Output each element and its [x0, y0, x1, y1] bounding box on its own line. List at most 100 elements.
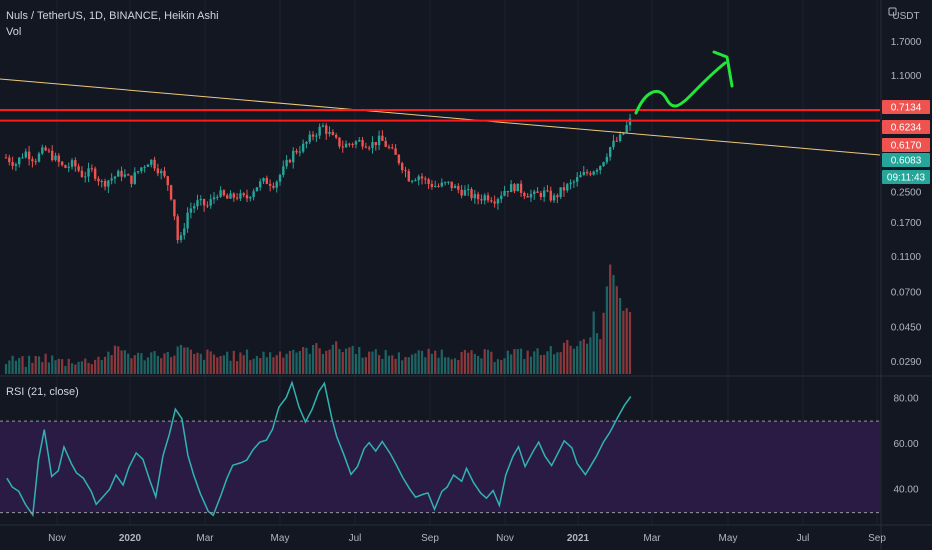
volume-bar [318, 348, 321, 374]
volume-bar [361, 357, 364, 374]
price-axis-tick-0: 1.7000 [891, 37, 922, 48]
candle [126, 174, 130, 176]
volume-bar [510, 354, 513, 374]
candle [249, 197, 252, 199]
candle [14, 164, 18, 166]
candle [358, 140, 361, 142]
candle [295, 150, 298, 153]
candle [77, 166, 80, 171]
candle [186, 212, 189, 229]
candle [457, 185, 460, 190]
price-scale[interactable] [881, 0, 932, 550]
time-axis-tick-11: Sep [868, 533, 886, 544]
price-tag-1: 0.6234 [891, 123, 922, 134]
volume-bar [14, 360, 18, 374]
time-axis-tick-5: Sep [421, 533, 439, 544]
candle [216, 196, 219, 198]
volume-bar [599, 339, 602, 374]
candle [476, 194, 480, 200]
volume-bar [368, 351, 371, 374]
volume-bar [183, 347, 186, 374]
candle [384, 140, 387, 147]
volume-bar [54, 360, 57, 374]
candle [41, 147, 44, 154]
volume-bar [166, 351, 169, 374]
volume-bar [582, 339, 585, 374]
volume-bar [41, 362, 44, 374]
volume-bar [354, 353, 358, 374]
candle [245, 195, 249, 199]
candle [434, 185, 437, 187]
candle [559, 187, 562, 198]
volume-bar [107, 351, 110, 374]
currency-label[interactable]: USDT [892, 11, 919, 22]
time-axis-tick-4: Jul [349, 533, 362, 544]
volume-bar [120, 350, 123, 374]
candle [199, 199, 202, 201]
candle [31, 159, 34, 162]
candle [163, 170, 166, 177]
candle [265, 178, 269, 184]
candle [325, 125, 328, 134]
price-tag-bg-3 [882, 153, 930, 167]
volume-bar [569, 345, 572, 374]
time-axis-tick-7: 2021 [567, 533, 590, 544]
candle [625, 125, 628, 133]
volume-bar [321, 353, 325, 374]
price-tag-bg-2 [882, 138, 930, 152]
volume-bar [622, 310, 625, 374]
volume-bar [625, 308, 628, 374]
candle [113, 176, 117, 179]
volume-bar [236, 361, 239, 374]
volume-bar [199, 353, 202, 374]
volume-bar [282, 357, 285, 374]
rsi-axis-tick-2: 40.00 [893, 485, 918, 496]
volume-bar [341, 352, 344, 374]
volume-bar [209, 351, 212, 374]
time-axis[interactable]: Nov 2020 Mar May Jul Sep Nov 2021 Mar May Jul Sep [48, 533, 886, 544]
candle [334, 134, 338, 138]
volume-bar [51, 355, 54, 374]
resistance-levels [0, 109, 880, 122]
volume-bar [434, 350, 437, 374]
price-tag-3: 0.6083 [891, 156, 922, 167]
candle [622, 132, 625, 135]
candle [136, 171, 140, 173]
candle [424, 178, 427, 180]
candle [371, 142, 374, 148]
settings-icon[interactable] [888, 7, 897, 16]
volume-bar [506, 350, 509, 374]
volume-bar [335, 341, 338, 374]
candle [539, 192, 543, 197]
volume-bar [153, 351, 156, 374]
candle [166, 176, 169, 186]
volume-bar [477, 355, 480, 374]
volume-bar [31, 362, 34, 374]
candle [572, 181, 576, 183]
candle [123, 174, 127, 177]
candle [344, 143, 348, 148]
volume-bar [325, 350, 328, 374]
candle [275, 181, 278, 188]
candle [354, 141, 358, 145]
price-tags: 0.7134 0.6234 0.6170 0.6083 09:11:43 [882, 100, 930, 184]
volume-bar [202, 359, 206, 374]
volume-bar [430, 353, 434, 374]
volume-bar [315, 343, 318, 374]
volume-bar [179, 344, 183, 374]
price-tag-2: 0.6170 [891, 141, 922, 152]
candle [391, 147, 394, 149]
volume-bar [110, 355, 113, 374]
volume-bar [298, 351, 301, 374]
candle [285, 160, 288, 167]
rsi-axis-tick-0: 80.00 [893, 393, 918, 404]
candle [536, 191, 539, 193]
candle [328, 131, 331, 134]
candle [542, 190, 546, 197]
candle [143, 166, 146, 168]
candle [153, 159, 156, 169]
volume-bar [592, 311, 595, 374]
candle [255, 187, 259, 192]
candle [400, 163, 404, 171]
volume-bar [163, 353, 166, 374]
